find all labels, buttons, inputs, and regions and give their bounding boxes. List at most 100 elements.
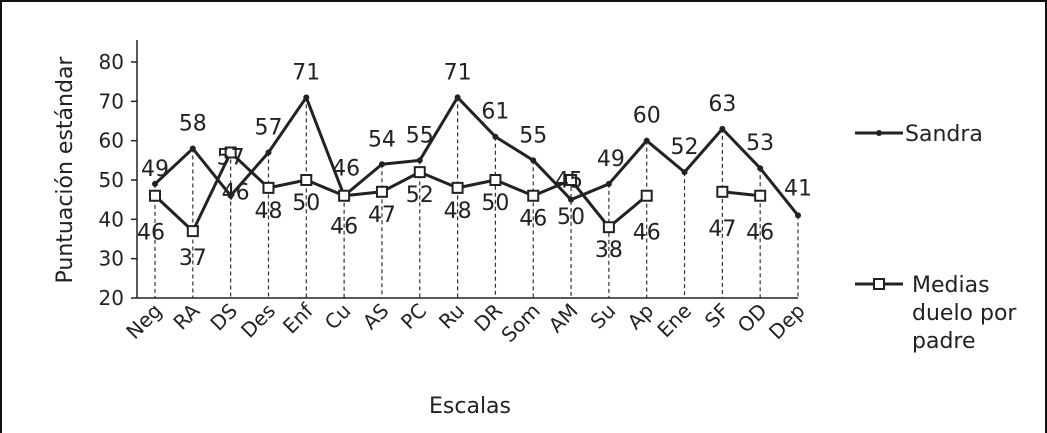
x-tick-label: DS xyxy=(205,299,242,336)
data-label-medias: 37 xyxy=(179,246,207,271)
point-sandra xyxy=(757,165,764,172)
x-tick-label: AS xyxy=(358,299,394,335)
series-line-medias xyxy=(153,150,761,233)
legend-label-medias: Medias xyxy=(912,273,990,298)
data-label-sandra: 60 xyxy=(633,104,661,129)
point-medias xyxy=(338,189,351,202)
point-medias xyxy=(375,185,388,198)
series-line-sandra xyxy=(153,95,800,217)
point-medias xyxy=(262,181,275,194)
x-tick-label: Neg xyxy=(121,299,166,344)
point-medias xyxy=(149,189,161,202)
data-label-medias: 47 xyxy=(708,217,736,242)
data-label-medias: 52 xyxy=(406,183,434,208)
legend-label-medias: padre xyxy=(912,329,976,354)
x-tick-label: Ene xyxy=(652,299,696,343)
point-sandra xyxy=(152,180,158,187)
x-tick-label: Dep xyxy=(764,299,810,345)
data-label-sandra: 49 xyxy=(597,147,625,172)
data-label-sandra: 71 xyxy=(444,60,472,85)
y-tick-label: 80 xyxy=(99,50,124,74)
point-sandra xyxy=(530,157,537,164)
data-label-medias: 50 xyxy=(557,205,585,230)
y-ticks: 20 30 40 50 60 70 80 xyxy=(99,50,137,310)
point-medias xyxy=(224,146,237,159)
point-sandra xyxy=(605,180,612,187)
axes xyxy=(136,40,798,299)
y-tick-label: 70 xyxy=(99,89,124,113)
y-tick-label: 20 xyxy=(99,286,124,310)
x-tick-label: Enf xyxy=(278,298,319,339)
point-sandra xyxy=(492,133,499,140)
x-tick-label: AM xyxy=(544,299,583,338)
data-label-medias: 48 xyxy=(254,199,282,224)
series-group xyxy=(149,94,801,238)
data-label-sandra: 55 xyxy=(406,123,434,148)
legend-label-medias: duelo por xyxy=(912,301,1017,326)
data-label-sandra: 58 xyxy=(179,112,207,137)
data-label-sandra: 54 xyxy=(368,127,396,152)
point-sandra xyxy=(416,157,423,164)
x-tick-label: Cu xyxy=(320,299,356,335)
data-label-medias: 46 xyxy=(746,221,774,246)
point-sandra xyxy=(681,169,688,176)
x-tick-label: Des xyxy=(236,299,280,343)
point-sandra xyxy=(719,125,726,132)
x-tick-label: Su xyxy=(586,299,621,334)
y-tick-label: 40 xyxy=(99,207,124,231)
x-tick-label: Ru xyxy=(434,299,469,334)
legend: Sandra Medias duelo por padre xyxy=(855,122,1017,354)
point-sandra xyxy=(303,94,310,101)
x-tick-label: SF xyxy=(700,299,734,333)
data-label-medias: 50 xyxy=(292,191,320,216)
data-label-medias: 46 xyxy=(633,221,661,246)
data-label-medias: 46 xyxy=(137,221,165,246)
x-tick-label: RA xyxy=(168,298,204,334)
point-medias xyxy=(754,189,767,202)
point-sandra xyxy=(265,149,272,156)
data-label-medias: 48 xyxy=(444,199,472,224)
data-label-medias: 38 xyxy=(595,238,623,263)
data-label-sandra: 53 xyxy=(746,131,774,156)
point-medias xyxy=(602,221,615,234)
x-tick-label: Ap xyxy=(623,299,659,335)
data-label-medias: 47 xyxy=(368,203,396,228)
data-label-sandra: 61 xyxy=(481,100,509,125)
data-label-sandra: 63 xyxy=(708,92,736,117)
point-sandra xyxy=(189,145,196,152)
data-label-medias: 50 xyxy=(481,191,509,216)
data-label-medias: 46 xyxy=(519,207,547,232)
y-tick-label: 60 xyxy=(99,129,124,153)
x-axis-title: Escalas xyxy=(429,394,511,419)
x-tick-label: Som xyxy=(496,299,544,347)
drop-lines xyxy=(154,97,799,298)
point-sandra xyxy=(568,196,575,203)
data-label-sandra: 57 xyxy=(254,115,282,140)
point-medias xyxy=(186,225,199,238)
point-medias xyxy=(716,185,729,198)
data-label-sandra: 52 xyxy=(671,135,699,160)
data-label-sandra: 49 xyxy=(141,157,169,182)
legend-marker-sandra xyxy=(876,130,882,136)
data-label-sandra: 71 xyxy=(292,60,320,85)
y-axis-title: Puntuación estándar xyxy=(53,56,78,284)
point-medias xyxy=(451,181,464,194)
point-medias xyxy=(300,174,313,186)
x-tick-label: PC xyxy=(396,299,431,334)
data-label-sandra: 45 xyxy=(555,169,583,194)
y-tick-label: 30 xyxy=(99,247,124,271)
data-label-medias: 46 xyxy=(330,215,358,240)
data-label-medias: 57 xyxy=(217,145,245,170)
point-sandra xyxy=(643,137,650,144)
legend-marker-medias xyxy=(873,278,885,290)
data-label-sandra: 41 xyxy=(784,176,812,201)
x-tick-label: OD xyxy=(733,299,772,338)
point-medias xyxy=(565,174,578,186)
point-sandra xyxy=(795,212,801,219)
point-medias xyxy=(527,189,540,202)
point-sandra xyxy=(454,94,461,101)
data-label-sandra: 55 xyxy=(519,123,547,148)
point-medias xyxy=(413,166,426,179)
